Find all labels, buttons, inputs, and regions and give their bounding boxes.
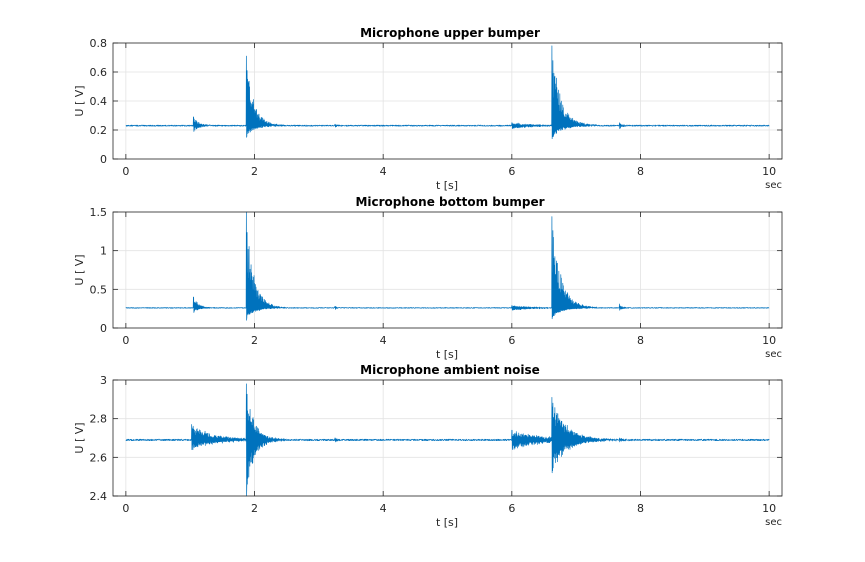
ticks: 0 2 4 6 8 10 0 0.5 1 1.5 — [90, 206, 782, 347]
y-axis-label: U [ V] — [73, 85, 86, 116]
plot-title: Microphone upper bumper — [360, 26, 540, 40]
x-tick-label: 10 — [762, 334, 776, 347]
x-tick-label: 0 — [122, 334, 129, 347]
plot-title: Microphone bottom bumper — [355, 195, 544, 209]
x-tick-label: 6 — [508, 165, 515, 178]
subplot-bottom-bumper: Microphone bottom bumper 0 2 4 6 8 10 0 0.5 1 1.5… — [73, 195, 783, 361]
axes-box — [112, 379, 783, 497]
series-trace — [125, 211, 770, 321]
x-axis-label: t [s] — [436, 348, 458, 361]
y-tick-label: 2.6 — [90, 451, 108, 464]
x-tick-label: 0 — [122, 165, 129, 178]
x-tick-label: 8 — [637, 165, 644, 178]
series-trace — [125, 383, 770, 497]
x-tick-label: 8 — [637, 502, 644, 515]
x-tick-label: 2 — [251, 502, 258, 515]
y-tick-label: 1.5 — [90, 206, 108, 219]
x-unit-label: sec — [765, 517, 782, 528]
x-tick-label: 10 — [762, 502, 776, 515]
y-tick-label: 0.2 — [90, 124, 108, 137]
x-axis-label: t [s] — [436, 179, 458, 192]
y-tick-label: 0.8 — [90, 37, 108, 50]
x-unit-label: sec — [765, 180, 782, 191]
series-trace — [125, 45, 770, 140]
axes-box — [112, 211, 783, 329]
x-tick-label: 4 — [380, 502, 387, 515]
series-trace-group — [125, 211, 770, 321]
y-axis-label: U [ V] — [73, 422, 86, 453]
x-tick-label: 2 — [251, 165, 258, 178]
y-tick-label: 0 — [100, 153, 107, 166]
y-tick-label: 0.4 — [90, 95, 108, 108]
x-unit-label: sec — [765, 349, 782, 360]
subplot-ambient-noise: Microphone ambient noise 0 2 4 6 8 10 2.4 2.6 2.… — [73, 363, 783, 529]
plot-title: Microphone ambient noise — [360, 363, 540, 377]
x-tick-label: 4 — [380, 165, 387, 178]
x-axis-label: t [s] — [436, 516, 458, 529]
y-tick-label: 0.5 — [90, 283, 108, 296]
y-tick-label: 1 — [100, 245, 107, 258]
series-trace-group — [125, 45, 770, 140]
y-tick-label: 2.8 — [90, 413, 108, 426]
x-tick-label: 10 — [762, 165, 776, 178]
x-tick-label: 2 — [251, 334, 258, 347]
y-tick-label: 2.4 — [90, 490, 108, 503]
y-tick-label: 0 — [100, 322, 107, 335]
x-tick-label: 6 — [508, 334, 515, 347]
plot-area — [113, 212, 782, 328]
x-tick-label: 8 — [637, 334, 644, 347]
subplot-upper-bumper: Microphone upper bumper 0 2 4 6 8 10 0 0.2 0.4 0.… — [73, 26, 783, 192]
y-tick-label: 0.6 — [90, 66, 108, 79]
x-tick-label: 4 — [380, 334, 387, 347]
x-tick-label: 6 — [508, 502, 515, 515]
ticks: 0 2 4 6 8 10 0 0.2 0.4 0.6 0.8 — [90, 37, 782, 178]
y-axis-label: U [ V] — [73, 254, 86, 285]
y-tick-label: 3 — [100, 374, 107, 387]
series-trace-group — [125, 383, 770, 497]
ticks: 0 2 4 6 8 10 2.4 2.6 2.8 3 — [90, 374, 782, 515]
x-tick-label: 0 — [122, 502, 129, 515]
